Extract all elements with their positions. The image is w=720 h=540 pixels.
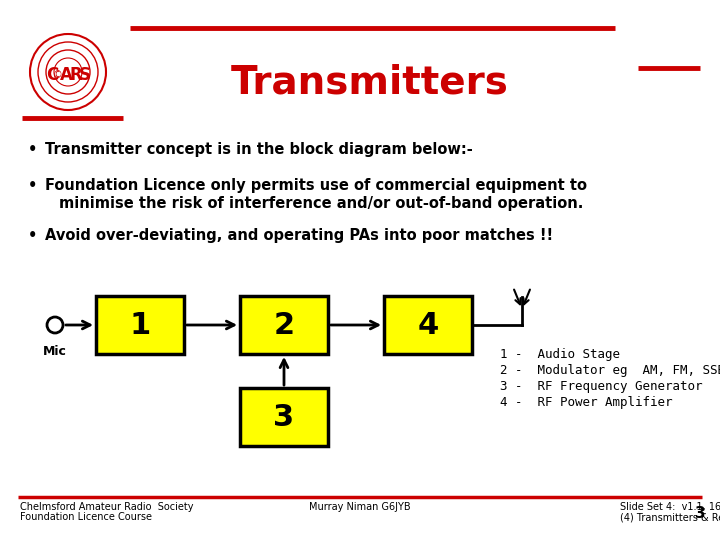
Text: •: • — [28, 142, 37, 157]
Text: C: C — [46, 66, 58, 84]
Text: 3 -  RF Frequency Generator: 3 - RF Frequency Generator — [500, 380, 703, 393]
Text: •: • — [28, 228, 37, 243]
Text: Slide Set 4:  v1.1, 16-Dec-2007: Slide Set 4: v1.1, 16-Dec-2007 — [620, 502, 720, 512]
Text: Avoid over-deviating, and operating PAs into poor matches !!: Avoid over-deviating, and operating PAs … — [45, 228, 553, 243]
Bar — [240, 296, 328, 354]
Text: Transmitter concept is in the block diagram below:-: Transmitter concept is in the block diag… — [45, 142, 473, 157]
Text: 1 -  Audio Stage: 1 - Audio Stage — [500, 348, 620, 361]
Text: 3: 3 — [274, 402, 294, 431]
Text: Murray Niman G6JYB: Murray Niman G6JYB — [309, 502, 411, 512]
Text: 1: 1 — [130, 310, 150, 340]
Text: R: R — [70, 66, 82, 84]
Text: 2 -  Modulator eg  AM, FM, SSB: 2 - Modulator eg AM, FM, SSB — [500, 364, 720, 377]
Bar — [96, 296, 184, 354]
Bar — [384, 296, 472, 354]
Text: Foundation Licence Course: Foundation Licence Course — [20, 512, 152, 522]
Text: minimise the risk of interference and/or out-of-band operation.: minimise the risk of interference and/or… — [59, 196, 583, 211]
Text: 4 -  RF Power Amplifier: 4 - RF Power Amplifier — [500, 396, 672, 409]
Text: Transmitters: Transmitters — [231, 63, 509, 101]
Bar — [240, 388, 328, 446]
Text: Mic: Mic — [43, 345, 67, 358]
Text: Foundation Licence only permits use of commercial equipment to: Foundation Licence only permits use of c… — [45, 178, 587, 193]
Text: •: • — [28, 178, 37, 193]
Text: 2: 2 — [274, 310, 294, 340]
Text: (4) Transmitters & Receivers: (4) Transmitters & Receivers — [620, 512, 720, 522]
Text: 3: 3 — [695, 506, 706, 521]
Text: A: A — [60, 66, 73, 84]
Text: Chelmsford Amateur Radio  Society: Chelmsford Amateur Radio Society — [20, 502, 194, 512]
Text: S: S — [79, 66, 91, 84]
Text: 4: 4 — [418, 310, 438, 340]
Text: ©: © — [53, 70, 63, 80]
